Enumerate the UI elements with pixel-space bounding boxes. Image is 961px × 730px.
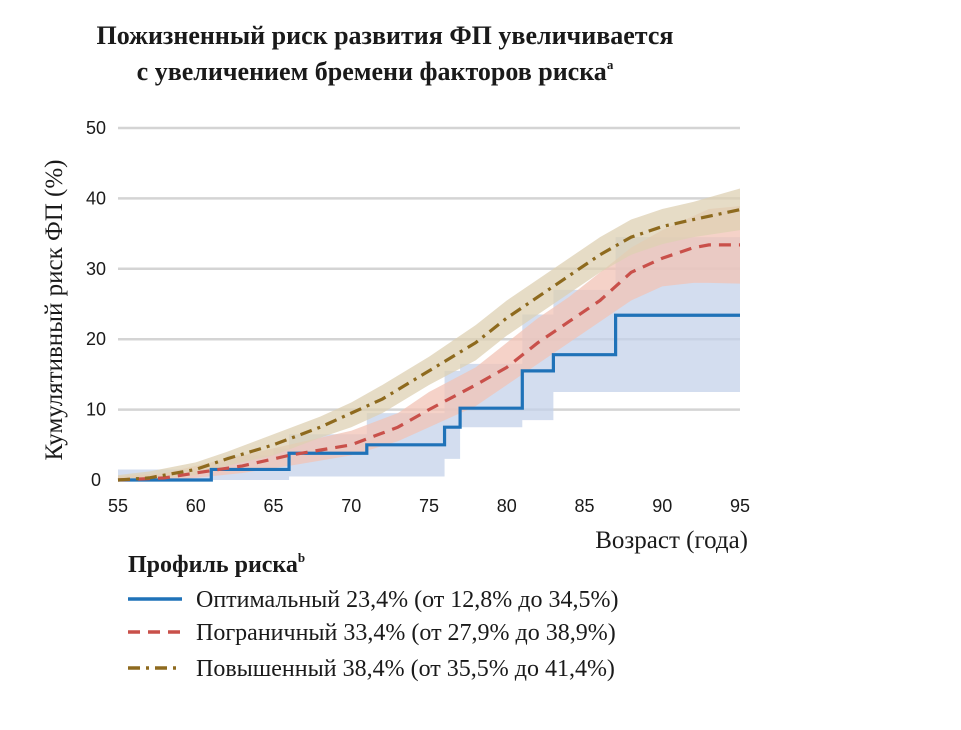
legend-title-superscript: b — [298, 550, 305, 565]
x-tick-label: 95 — [730, 496, 750, 516]
legend-label-elevated: Повышенный 38,4% (от 35,5% до 41,4%) — [196, 656, 615, 682]
x-tick-label: 75 — [419, 496, 439, 516]
confidence-bands — [118, 188, 740, 481]
x-tick-label: 80 — [497, 496, 517, 516]
y-tick-label: 0 — [91, 470, 101, 490]
y-tick-label: 20 — [86, 329, 106, 349]
chart-title-line-2-text: с увеличением бремени факторов риска — [137, 57, 607, 86]
y-tick-label: 50 — [86, 118, 106, 138]
axis-ticks: 0 10 20 30 40 50 55 60 65 70 75 80 85 90 95 — [86, 118, 750, 516]
y-axis-label: Кумулятивный риск ФП (%) — [41, 160, 68, 461]
legend-label-optimal: Оптимальный 23,4% (от 12,8% до 34,5%) — [196, 587, 618, 613]
x-tick-label: 65 — [263, 496, 283, 516]
x-tick-label: 70 — [341, 496, 361, 516]
legend-title-text: Профиль риска — [128, 552, 298, 578]
series-lines — [117, 208, 741, 482]
x-tick-label: 85 — [574, 496, 594, 516]
y-tick-label: 40 — [86, 188, 106, 208]
x-tick-label: 90 — [652, 496, 672, 516]
legend: Профиль рискаb Оптимальный 23,4% (от 12,… — [128, 550, 618, 682]
series-line-elevated — [117, 208, 741, 482]
legend-label-borderline: Пограничный 33,4% (от 27,9% до 38,9%) — [196, 620, 616, 646]
x-tick-label: 55 — [108, 496, 128, 516]
ci-band-elevated — [118, 188, 740, 480]
x-axis-label: Возраст (года) — [595, 527, 748, 554]
series-line-borderline — [117, 243, 740, 482]
series-line-optimal — [118, 313, 740, 482]
legend-title: Профиль рискаb — [128, 550, 305, 578]
chart-title-line-2: с увеличением бремени факторов рискаa — [137, 57, 614, 86]
x-tick-label: 60 — [186, 496, 206, 516]
legend-items: Оптимальный 23,4% (от 12,8% до 34,5%) Пог… — [128, 587, 618, 682]
y-tick-label: 10 — [86, 400, 106, 420]
chart-title-line-1: Пожизненный риск развития ФП увеличивает… — [97, 21, 674, 50]
y-tick-label: 30 — [86, 259, 106, 279]
chart-title-superscript: a — [607, 57, 614, 72]
